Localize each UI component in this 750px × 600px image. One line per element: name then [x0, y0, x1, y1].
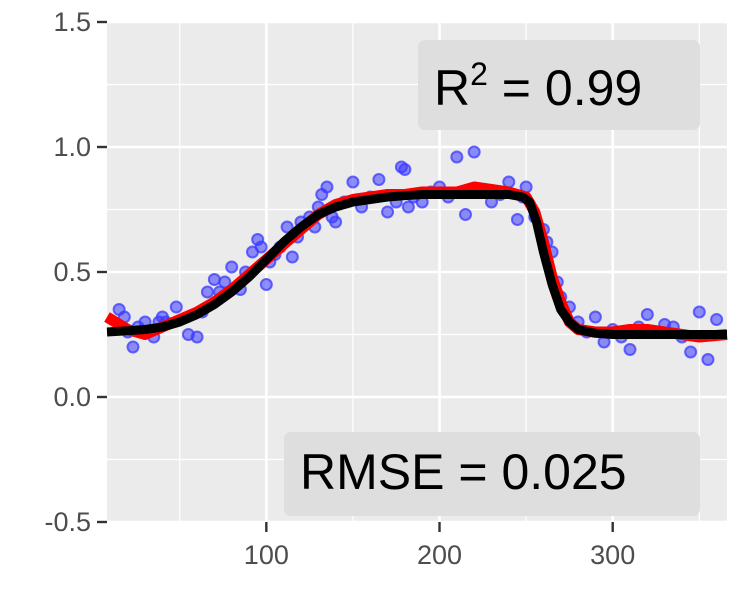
data-point [381, 205, 395, 219]
y-tick-label: 0.5 [53, 257, 91, 287]
data-point [320, 180, 334, 194]
data-point [623, 343, 637, 356]
r2-annotation-text: R2 = 0.99 [434, 56, 642, 116]
data-point [200, 285, 214, 299]
rmse-annotation-text: RMSE = 0.025 [300, 444, 627, 500]
data-point [684, 345, 698, 359]
data-point [207, 273, 221, 286]
data-point [640, 308, 654, 321]
data-point [280, 220, 294, 234]
data-point [398, 163, 412, 176]
data-point [190, 330, 204, 344]
data-point [692, 305, 706, 319]
r2-annotation: R2 = 0.99 [418, 40, 700, 130]
data-point [401, 200, 415, 214]
x-tick-label: 100 [244, 540, 289, 570]
r2-value: = 0.99 [488, 60, 642, 116]
data-point [450, 150, 464, 164]
data-point [502, 175, 516, 189]
y-tick-label: 1.0 [53, 132, 91, 162]
y-tick-label: -0.5 [44, 507, 91, 537]
rmse-annotation: RMSE = 0.025 [284, 432, 700, 516]
data-point [346, 175, 360, 189]
data-point [126, 340, 140, 354]
y-tick-label: 1.5 [53, 7, 91, 37]
data-point [285, 250, 299, 264]
trend-lines [104, 181, 728, 343]
data-point [710, 313, 724, 326]
data-point [169, 300, 183, 314]
data-point [372, 173, 386, 186]
data-point [588, 310, 602, 324]
data-point [458, 208, 472, 221]
data-point [467, 145, 481, 159]
rmse-annotation-box [284, 432, 700, 516]
x-tick-label: 300 [590, 540, 635, 570]
data-point [259, 278, 273, 291]
fit-line [106, 190, 727, 339]
data-point [510, 213, 524, 226]
data-point [329, 215, 343, 229]
axes: -0.5 0.0 0.5 1.0 1.5 100 200 300 [44, 7, 635, 570]
data-point [701, 353, 715, 366]
data-point [254, 240, 268, 254]
r2-label: R [434, 60, 470, 116]
data-point [218, 275, 232, 289]
r2-superscript: 2 [470, 56, 488, 92]
r2-annotation-box [418, 40, 700, 130]
x-tick-label: 200 [417, 540, 462, 570]
data-point [225, 260, 239, 274]
y-tick-label: 0.0 [53, 382, 91, 412]
